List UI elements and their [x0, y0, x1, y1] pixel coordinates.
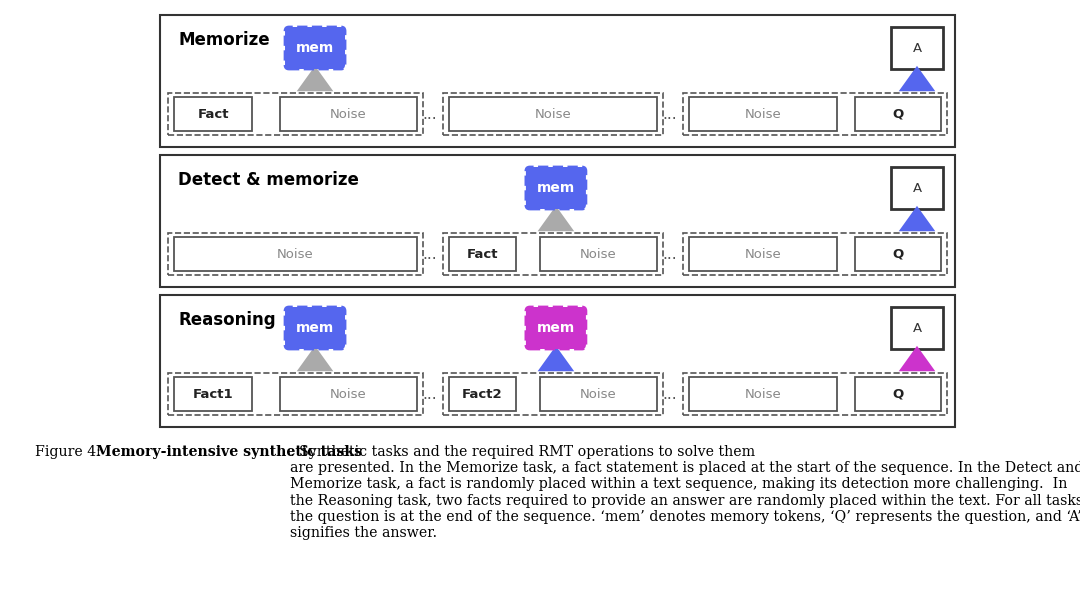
Text: A: A: [913, 181, 921, 194]
Bar: [891, 307, 943, 349]
Bar: [443, 373, 663, 415]
Text: ...: ...: [663, 387, 677, 401]
Polygon shape: [299, 348, 330, 370]
Text: Memory-intensive synthetic tasks: Memory-intensive synthetic tasks: [96, 445, 362, 459]
Text: Memorize: Memorize: [178, 31, 270, 49]
Bar: [540, 377, 657, 411]
Polygon shape: [901, 208, 933, 230]
Polygon shape: [901, 348, 933, 370]
Bar: [160, 295, 955, 427]
FancyBboxPatch shape: [526, 167, 586, 209]
Text: mem: mem: [296, 41, 334, 55]
Bar: [443, 233, 663, 275]
Text: A: A: [913, 41, 921, 54]
Bar: [449, 237, 515, 271]
Bar: [280, 97, 417, 131]
Bar: [174, 237, 417, 271]
Text: Noise: Noise: [744, 387, 781, 401]
Bar: [683, 233, 947, 275]
Text: Fact: Fact: [467, 247, 498, 261]
Text: ...: ...: [422, 107, 437, 122]
Text: A: A: [913, 322, 921, 334]
Text: Fact: Fact: [198, 108, 229, 121]
Bar: [855, 237, 941, 271]
Text: Noise: Noise: [329, 387, 366, 401]
Polygon shape: [901, 68, 933, 90]
Bar: [449, 377, 515, 411]
Bar: [449, 97, 657, 131]
Bar: [689, 97, 837, 131]
Text: Detect & memorize: Detect & memorize: [178, 171, 359, 189]
Bar: [168, 93, 423, 135]
Bar: [174, 377, 253, 411]
Polygon shape: [540, 348, 571, 370]
Text: . Synthetic tasks and the required RMT operations to solve them
are presented. I: . Synthetic tasks and the required RMT o…: [291, 445, 1080, 540]
Text: ...: ...: [422, 387, 437, 401]
FancyBboxPatch shape: [285, 307, 345, 349]
Text: Noise: Noise: [744, 108, 781, 121]
Text: ...: ...: [663, 247, 677, 261]
Text: Q: Q: [892, 387, 904, 401]
Text: Q: Q: [892, 247, 904, 261]
Text: ...: ...: [663, 107, 677, 122]
Bar: [683, 93, 947, 135]
Bar: [891, 167, 943, 209]
Text: Noise: Noise: [744, 247, 781, 261]
Polygon shape: [299, 68, 330, 90]
Bar: [855, 97, 941, 131]
Bar: [683, 373, 947, 415]
Text: Reasoning: Reasoning: [178, 311, 275, 329]
Text: mem: mem: [537, 181, 575, 195]
Text: Q: Q: [892, 108, 904, 121]
Bar: [160, 15, 955, 147]
Bar: [280, 377, 417, 411]
Text: Figure 4:: Figure 4:: [35, 445, 106, 459]
Text: Noise: Noise: [580, 247, 617, 261]
Bar: [443, 93, 663, 135]
Bar: [891, 27, 943, 69]
Text: Noise: Noise: [580, 387, 617, 401]
Bar: [168, 233, 423, 275]
Text: Noise: Noise: [278, 247, 314, 261]
Text: ...: ...: [422, 247, 437, 261]
Text: Noise: Noise: [329, 108, 366, 121]
FancyBboxPatch shape: [526, 307, 586, 349]
Text: Fact2: Fact2: [462, 387, 502, 401]
Bar: [689, 237, 837, 271]
Polygon shape: [540, 208, 571, 230]
Bar: [174, 97, 253, 131]
Bar: [689, 377, 837, 411]
FancyBboxPatch shape: [285, 27, 345, 69]
Text: Noise: Noise: [535, 108, 571, 121]
Bar: [540, 237, 657, 271]
Text: mem: mem: [537, 321, 575, 335]
Text: Fact1: Fact1: [193, 387, 233, 401]
Text: mem: mem: [296, 321, 334, 335]
Bar: [855, 377, 941, 411]
Bar: [160, 155, 955, 287]
Bar: [168, 373, 423, 415]
